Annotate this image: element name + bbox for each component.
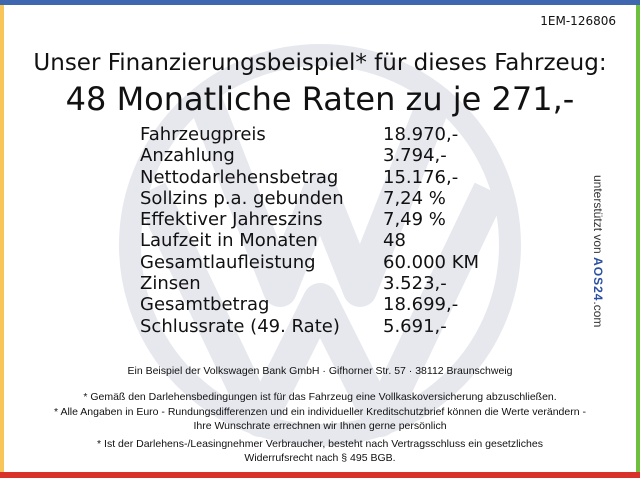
row-value: 18.699,-	[383, 294, 459, 316]
table-row: Gesamtlaufleistung 60.000 KM	[140, 252, 479, 273]
bank-note: Ein Beispiel der Volkswagen Bank GmbH · …	[127, 365, 513, 377]
row-value: 18.970,-	[383, 124, 459, 145]
table-row: Zinsen 3.523,-	[140, 273, 479, 294]
row-value: 7,24 %	[383, 187, 446, 209]
row-value: 15.176,-	[383, 166, 459, 188]
footnote-insurance: * Gemäß den Darlehensbedingungen ist für…	[83, 391, 557, 403]
row-value: 3.794,-	[383, 145, 447, 167]
row-label: Nettodarlehensbetrag	[140, 166, 339, 188]
aos24-logo: AOS24	[591, 257, 605, 302]
table-row: Effektiver Jahreszins 7,49 %	[140, 209, 479, 230]
row-label: Sollzins p.a. gebunden	[140, 187, 344, 209]
border-right	[636, 5, 640, 472]
footnote-withdrawal: * Ist der Darlehens-/Leasingnehmer Verbr…	[97, 438, 543, 464]
sponsor-credit: unterstützt von AOS24.com	[591, 175, 605, 327]
row-label: Laufzeit in Monaten	[140, 230, 318, 252]
sponsor-suffix: .com	[591, 301, 605, 328]
sponsor-prefix: unterstützt von	[591, 175, 605, 254]
row-label: Zinsen	[140, 273, 201, 295]
row-value: 7,49 %	[383, 209, 446, 231]
table-row: Gesamtbetrag 18.699,-	[140, 294, 479, 315]
border-bottom	[0, 472, 640, 478]
border-left	[0, 5, 4, 472]
row-label: Gesamtlaufleistung	[140, 251, 316, 273]
footnote-euro: * Alle Angaben in Euro - Rundungsdiffere…	[54, 406, 586, 432]
row-label: Fahrzeugpreis	[140, 124, 266, 145]
row-label: Effektiver Jahreszins	[140, 209, 323, 231]
table-row: Anzahlung 3.794,-	[140, 145, 479, 166]
row-label: Gesamtbetrag	[140, 294, 270, 316]
table-row: Nettodarlehensbetrag 15.176,-	[140, 167, 479, 188]
row-value: 3.523,-	[383, 273, 447, 295]
reference-number: 1EM-126806	[540, 14, 616, 28]
row-label: Schlussrate (49. Rate)	[140, 315, 340, 337]
headline: Unser Finanzierungsbeispiel* für dieses …	[33, 50, 607, 76]
table-row: Schlussrate (49. Rate) 5.691,-	[140, 316, 479, 337]
row-label: Anzahlung	[140, 145, 235, 167]
row-value: 5.691,-	[383, 315, 447, 337]
border-top	[0, 0, 640, 5]
finance-table: Fahrzeugpreis 18.970,- Anzahlung 3.794,- N…	[140, 124, 479, 337]
vw-logo-watermark	[119, 44, 521, 446]
row-value: 60.000 KM	[383, 251, 480, 273]
table-row: Laufzeit in Monaten 48	[140, 230, 479, 251]
row-value: 48	[383, 230, 406, 252]
table-row: Sollzins p.a. gebunden 7,24 %	[140, 188, 479, 209]
rate-line: 48 Monatliche Raten zu je 271,-	[65, 80, 575, 118]
table-row: Fahrzeugpreis 18.970,-	[140, 124, 479, 145]
